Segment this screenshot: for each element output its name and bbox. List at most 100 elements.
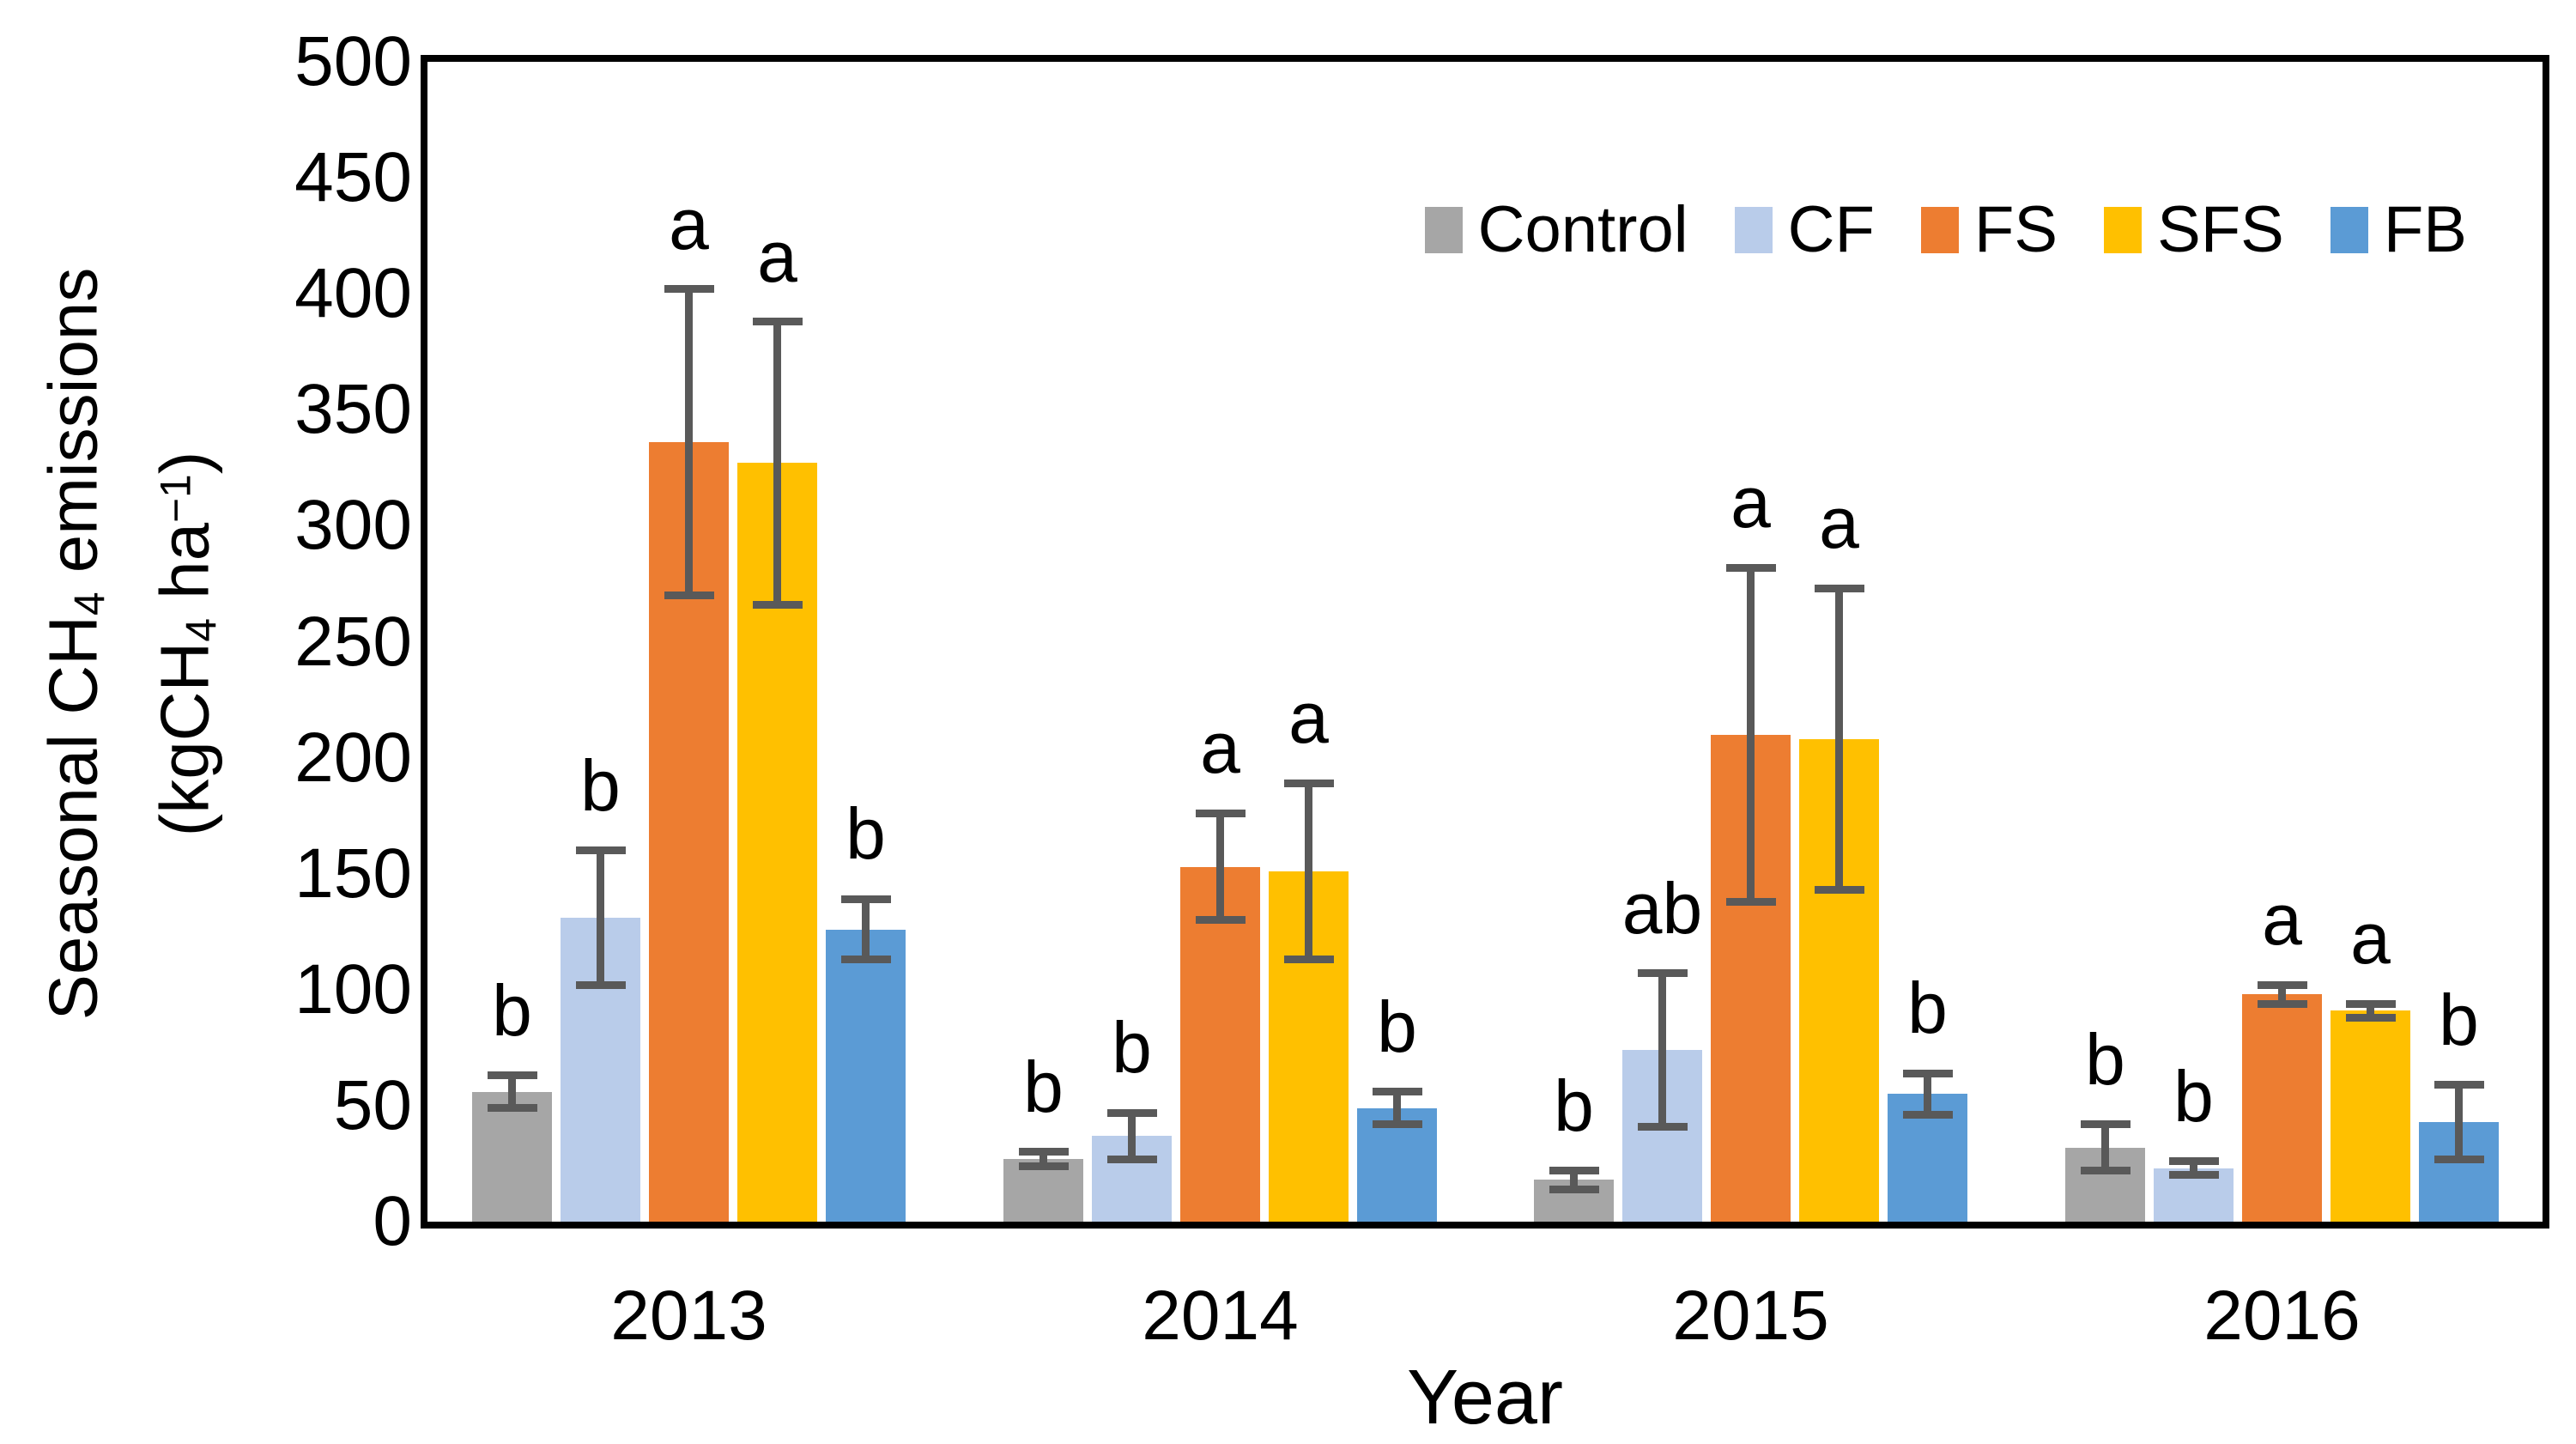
error-cap-bottom-Control-2016 — [2080, 1167, 2131, 1175]
x-tick-label-2016: 2016 — [2203, 1277, 2361, 1355]
error-cap-top-Control-2014 — [1018, 1148, 1069, 1156]
error-cap-bottom-FS-2016 — [2257, 999, 2307, 1008]
error-cap-top-FB-2016 — [2434, 1081, 2484, 1089]
sig-letter-Control-2016: b — [2085, 1018, 2125, 1100]
error-cap-bottom-FB-2013 — [840, 956, 891, 964]
sig-letter-FS-2013: a — [669, 183, 709, 264]
legend-label-CF: CF — [1787, 193, 1875, 266]
error-cap-bottom-FB-2014 — [1372, 1120, 1422, 1129]
error-cap-top-CF-2014 — [1106, 1108, 1157, 1117]
legend-swatch-SFS — [2104, 207, 2143, 253]
bar-FB-2013 — [826, 929, 906, 1222]
error-cap-bottom-FB-2015 — [1902, 1111, 1953, 1119]
error-cap-bottom-CF-2014 — [1106, 1155, 1157, 1163]
legend-item-CF: CF — [1734, 193, 1875, 266]
x-tick-label-2014: 2014 — [1142, 1277, 1299, 1355]
error-cap-bottom-CF-2015 — [1637, 1122, 1688, 1131]
error-bar-CF-2013 — [597, 850, 604, 986]
error-cap-bottom-SFS-2014 — [1283, 956, 1334, 964]
sig-letter-FB-2015: b — [1907, 968, 1948, 1049]
bar-FS-2016 — [2242, 994, 2322, 1222]
error-cap-bottom-FB-2016 — [2434, 1155, 2484, 1163]
error-bar-FB-2014 — [1393, 1091, 1401, 1125]
plot-area: b b a a b b b a a b b ab a a b b b a a b Control CF FS SFS FB — [421, 55, 2549, 1229]
legend-item-FS: FS — [1920, 193, 2058, 266]
error-bar-Control-2014 — [1039, 1151, 1047, 1167]
y-axis-title-line: Seasonal CH4 emissions — [17, 268, 129, 1021]
legend-swatch-CF — [1734, 207, 1773, 253]
error-cap-top-SFS-2014 — [1283, 779, 1334, 787]
error-cap-bottom-FS-2014 — [1195, 916, 1246, 925]
bar-SFS-2016 — [2331, 1010, 2410, 1222]
error-cap-bottom-Control-2014 — [1018, 1162, 1069, 1170]
error-bar-FS-2014 — [1216, 813, 1224, 920]
sig-letter-SFS-2015: a — [1819, 482, 1859, 564]
sig-letter-CF-2013: b — [580, 744, 621, 826]
y-tick-label: 50 — [333, 1065, 412, 1144]
y-axis-title-segment: 4 — [65, 592, 114, 616]
error-cap-top-Control-2016 — [2080, 1120, 2131, 1129]
legend-swatch-FB — [2330, 207, 2368, 253]
sig-letter-Control-2015: b — [1554, 1065, 1594, 1146]
legend-label-FB: FB — [2383, 193, 2467, 266]
error-bar-FS-2016 — [2278, 985, 2286, 1004]
error-cap-top-Control-2013 — [487, 1071, 537, 1080]
sig-letter-Control-2014: b — [1023, 1046, 1064, 1127]
error-cap-bottom-Control-2013 — [487, 1104, 537, 1113]
y-tick-label: 150 — [294, 834, 412, 913]
y-tick-label: 500 — [294, 22, 412, 100]
sig-letter-SFS-2014: a — [1288, 677, 1329, 759]
error-cap-top-FB-2014 — [1372, 1088, 1422, 1096]
sig-letter-CF-2014: b — [1112, 1007, 1152, 1088]
error-bar-FB-2013 — [862, 899, 870, 960]
y-tick-label: 450 — [294, 138, 412, 217]
error-cap-top-CF-2016 — [2168, 1157, 2219, 1166]
error-cap-top-FS-2014 — [1195, 809, 1246, 817]
error-bar-Control-2015 — [1570, 1170, 1578, 1190]
bar-Control-2013 — [472, 1091, 552, 1222]
error-bar-FS-2015 — [1747, 567, 1755, 902]
y-tick-label: 300 — [294, 486, 412, 565]
error-cap-bottom-FS-2013 — [664, 591, 714, 599]
error-cap-bottom-CF-2013 — [575, 980, 626, 989]
error-cap-top-SFS-2016 — [2345, 999, 2396, 1008]
error-cap-bottom-SFS-2013 — [752, 600, 803, 609]
x-tick-label-2013: 2013 — [610, 1277, 767, 1355]
error-bar-SFS-2016 — [2367, 1004, 2374, 1018]
y-tick-label: 100 — [294, 950, 412, 1028]
error-bar-CF-2014 — [1128, 1113, 1136, 1160]
legend-item-FB: FB — [2330, 193, 2467, 266]
legend-label-Control: Control — [1477, 193, 1688, 266]
sig-letter-FB-2013: b — [846, 793, 886, 875]
error-bar-SFS-2013 — [773, 321, 781, 605]
y-tick-label: 200 — [294, 718, 412, 797]
error-cap-top-FS-2016 — [2257, 980, 2307, 989]
legend-swatch-Control — [1424, 207, 1463, 253]
bar-FS-2014 — [1180, 866, 1260, 1222]
sig-letter-FS-2014: a — [1200, 707, 1240, 789]
legend-swatch-FS — [1920, 207, 1959, 253]
sig-letter-FB-2016: b — [2439, 979, 2479, 1060]
legend-label-SFS: SFS — [2157, 193, 2284, 266]
legend-item-SFS: SFS — [2104, 197, 2284, 263]
x-tick-label-2015: 2015 — [1672, 1277, 1829, 1355]
error-cap-top-SFS-2015 — [1814, 584, 1864, 592]
error-bar-SFS-2015 — [1835, 588, 1843, 890]
y-axis-title-segment: Seasonal CH — [34, 616, 112, 1021]
y-tick-label: 400 — [294, 254, 412, 333]
error-cap-top-FB-2015 — [1902, 1069, 1953, 1077]
sig-letter-FB-2014: b — [1377, 986, 1417, 1067]
legend-label-FS: FS — [1973, 193, 2058, 266]
y-tick-label: 0 — [373, 1182, 412, 1260]
error-bar-FB-2016 — [2455, 1084, 2463, 1160]
error-cap-top-FB-2013 — [840, 895, 891, 903]
sig-letter-CF-2016: b — [2173, 1055, 2214, 1137]
error-cap-bottom-FS-2015 — [1725, 897, 1776, 906]
error-cap-bottom-SFS-2015 — [1814, 886, 1864, 895]
error-bar-Control-2013 — [508, 1075, 516, 1108]
error-bar-FS-2013 — [685, 288, 693, 596]
sig-letter-SFS-2016: a — [2350, 898, 2391, 979]
legend-item-Control: Control — [1424, 193, 1688, 266]
y-axis-title-segment: emissions — [34, 267, 112, 592]
